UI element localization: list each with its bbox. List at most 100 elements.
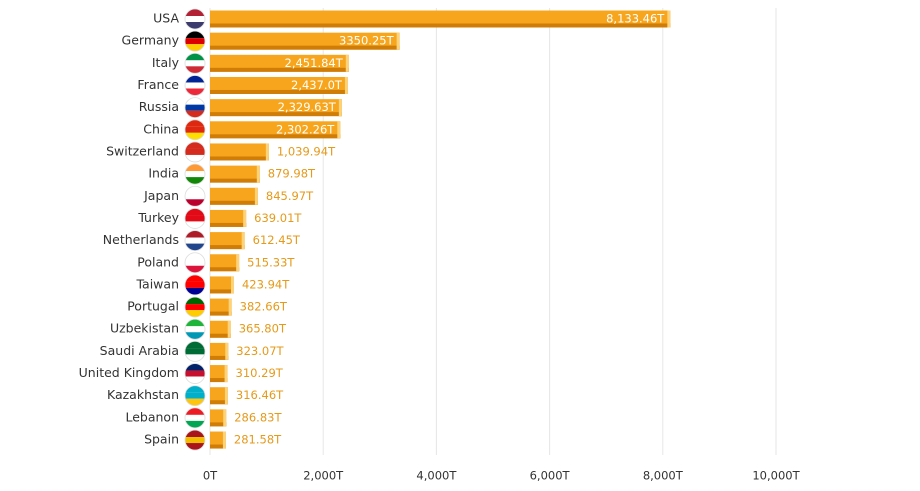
flag-outline [184,340,206,362]
bar-shade [210,444,226,449]
x-tick-label: 10,000T [752,469,800,483]
flag-stripe [185,310,205,318]
flag-stripe [185,297,205,305]
flag [184,363,206,384]
bar [210,387,228,405]
flag-stripe [185,164,205,172]
flag-stripe [185,44,205,52]
flag-stripe [185,437,205,444]
flag [184,318,206,340]
category-label: Uzbekistan [110,321,179,336]
flag-stripe [185,341,205,349]
flag [184,230,206,252]
flag-stripe [185,420,205,428]
flag [184,8,206,30]
flag-stripe [185,75,205,83]
bar [210,54,349,72]
flag [184,208,206,229]
flag-stripe [185,252,205,260]
flag-outline [184,296,206,318]
flag-stripe [185,281,205,288]
x-tick-label: 2,000T [303,469,344,483]
bar-edge [338,99,342,117]
bar [210,76,348,94]
flag-stripe [185,22,205,29]
category-label: Lebanon [125,409,179,424]
category-label: Poland [137,254,179,269]
flag-stripe [185,319,205,327]
bar [210,121,341,139]
flag-outline [184,385,206,407]
flag-outline [184,119,206,141]
flag-stripe [185,385,205,393]
flag-stripe [185,119,205,127]
bar-edge [254,187,258,205]
bar-shade [210,134,341,139]
bar-edge [396,32,400,50]
category-label: Taiwan [135,276,179,291]
bar-shade [210,23,671,28]
value-label: 365.80T [239,322,287,336]
flag-outline [184,407,206,429]
bar-shade [210,200,258,205]
flag-stripe [185,177,205,185]
flag-stripe [185,193,205,200]
flag-outline [184,318,206,340]
category-label: Saudi Arabia [100,343,179,358]
bar [210,143,269,161]
flag [184,296,206,318]
flag [184,119,206,141]
bar [210,276,234,294]
bar-shade [210,311,232,316]
flag-outline [184,30,206,52]
bar [210,32,400,50]
flag [184,30,206,52]
bar-edge [236,254,240,272]
x-tick-label: 4,000T [416,469,457,483]
flag [184,252,206,274]
bar-shade [210,333,231,338]
bar [210,232,245,250]
bar-edge [256,165,260,183]
category-label: Switzerland [106,143,179,158]
bar-edge [227,320,231,338]
value-label: 515.33T [247,255,295,269]
flag-stripe [185,354,205,362]
bar-shade [210,222,247,227]
bar-edge [243,209,247,227]
flag-outline [184,429,206,451]
flag-stripe [185,82,205,89]
flag-stripe [185,16,205,22]
flag-stripe [185,38,205,45]
flag-stripe [185,237,205,244]
flag-outline [184,97,206,119]
flag-stripe [185,208,205,216]
flag-stripe [185,9,205,16]
bar [210,365,228,383]
bar-edge [228,298,232,316]
flag [184,141,206,163]
bar-edge [667,10,671,28]
flag-stripe [185,199,205,207]
x-tick-label: 0T [203,469,218,483]
flag [184,163,206,185]
value-label: 8,133.46T [606,12,665,26]
bar-edge [224,365,228,383]
category-label: India [148,166,179,181]
value-label: 2,437.0T [291,78,343,92]
x-tick-label: 6,000T [530,469,571,483]
flag-outline [184,52,206,74]
flag-outline [184,75,206,96]
bar-shade [210,400,228,405]
flag-stripe [185,259,205,266]
flag-stripe [185,348,205,355]
flag-stripe [185,110,205,118]
flag-outline [184,185,206,207]
bar [210,165,260,183]
flag-stripe [185,171,205,178]
value-label: 879.98T [268,167,316,181]
value-label: 1,039.94T [277,144,336,158]
flag [184,274,206,296]
bar-shade [210,67,349,72]
value-label: 310.29T [236,366,284,380]
